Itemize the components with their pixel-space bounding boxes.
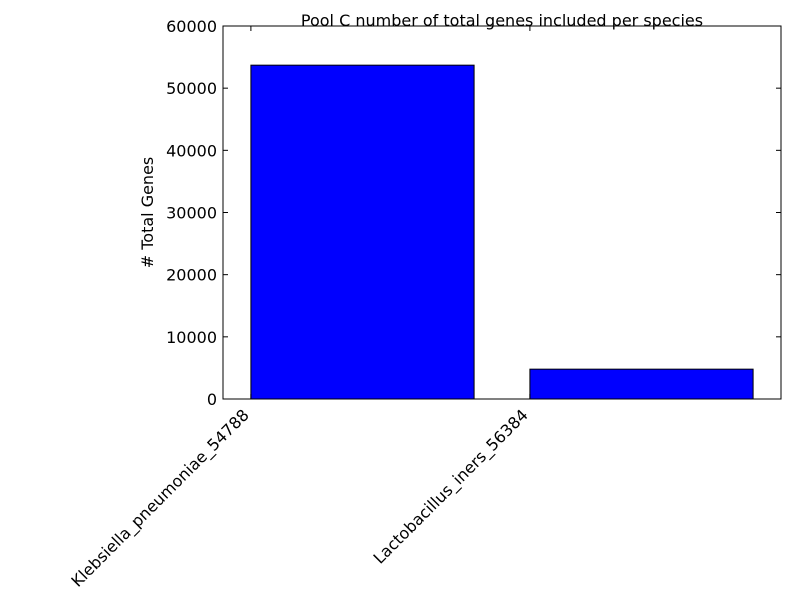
y-tick-label: 40000 xyxy=(166,141,217,160)
x-tick-labels: Klebsiella_pneumoniae_54788 Lactobacillus… xyxy=(67,405,532,591)
y-tick-label: 20000 xyxy=(166,266,217,285)
y-tick-label: 0 xyxy=(207,390,217,409)
bar-Klebsiella_pneumoniae_54788 xyxy=(250,64,475,400)
x-tick-label: Lactobacillus_iners_56384 xyxy=(370,405,533,568)
y-axis-label: # Total Genes xyxy=(138,157,157,269)
bar-Lactobacillus_iners_56384 xyxy=(529,368,754,400)
y-tick-label: 30000 xyxy=(166,204,217,223)
x-tick-label: Klebsiella_pneumoniae_54788 xyxy=(67,405,253,591)
bars-group xyxy=(250,64,754,400)
y-tick-label: 50000 xyxy=(166,79,217,98)
y-tick-labels: 0 10000 20000 30000 40000 50000 60000 xyxy=(166,17,217,409)
chart-title: Pool C number of total genes included pe… xyxy=(301,11,703,30)
y-tick-label: 60000 xyxy=(166,17,217,36)
plot-frame xyxy=(222,25,782,400)
y-tick-label: 10000 xyxy=(166,328,217,347)
